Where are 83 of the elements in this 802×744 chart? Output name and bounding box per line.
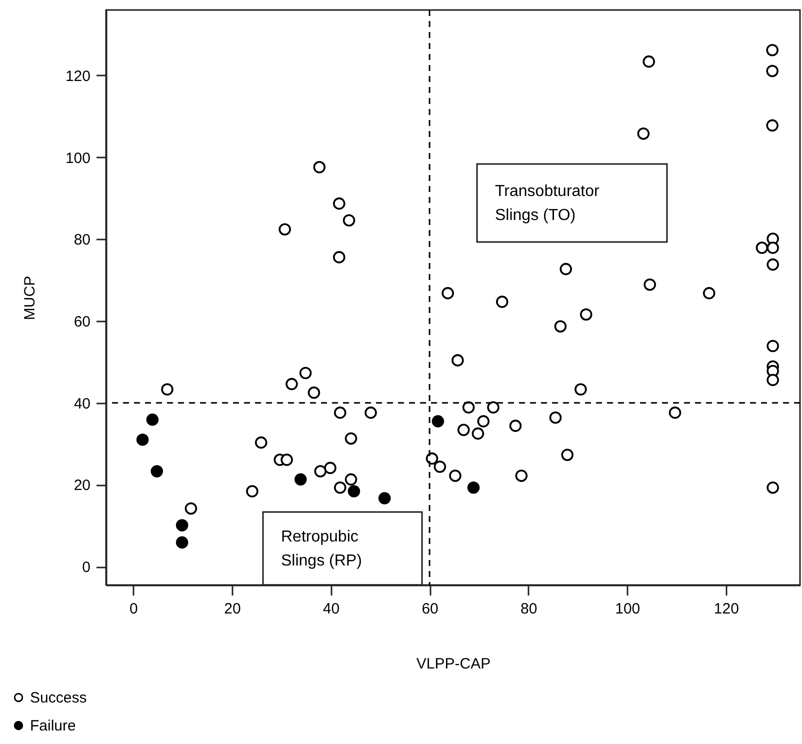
point bbox=[766, 242, 779, 254]
point bbox=[487, 401, 500, 414]
point bbox=[496, 296, 508, 308]
point bbox=[574, 383, 587, 396]
point bbox=[766, 481, 779, 494]
annotation: Retropubic Slings (RP) bbox=[281, 528, 362, 570]
point bbox=[766, 44, 778, 56]
point bbox=[467, 481, 480, 494]
point bbox=[333, 251, 346, 264]
point bbox=[515, 470, 528, 482]
point bbox=[150, 465, 164, 478]
y-tick-label: 120 bbox=[65, 68, 90, 85]
point bbox=[766, 119, 778, 132]
point bbox=[184, 502, 198, 515]
point bbox=[364, 406, 377, 419]
point bbox=[432, 415, 444, 428]
point bbox=[426, 452, 438, 465]
point bbox=[334, 406, 346, 419]
y-tick-label: 40 bbox=[74, 395, 90, 412]
point bbox=[434, 460, 446, 473]
y-tick-label: 100 bbox=[65, 150, 90, 167]
legend-label: Failure bbox=[30, 718, 76, 734]
point bbox=[254, 436, 268, 449]
point bbox=[334, 481, 346, 494]
x-tick-label: 40 bbox=[322, 600, 340, 618]
point bbox=[561, 448, 574, 461]
legend-label: Success bbox=[30, 690, 87, 706]
point bbox=[344, 432, 358, 445]
point bbox=[509, 420, 522, 432]
point bbox=[756, 242, 768, 254]
point bbox=[136, 434, 149, 446]
point bbox=[286, 378, 298, 390]
point bbox=[176, 536, 188, 549]
point bbox=[766, 258, 779, 271]
point bbox=[278, 223, 291, 236]
x-tick-label: 0 bbox=[129, 600, 138, 618]
point bbox=[637, 127, 650, 140]
point bbox=[766, 64, 778, 78]
point bbox=[560, 262, 572, 276]
point bbox=[766, 340, 779, 352]
point bbox=[280, 454, 293, 466]
point bbox=[294, 473, 307, 486]
point bbox=[549, 411, 562, 424]
point bbox=[668, 406, 682, 419]
y-axis-title: MUCP bbox=[21, 276, 38, 320]
point bbox=[477, 415, 490, 428]
point bbox=[554, 320, 567, 332]
x-tick-label: 20 bbox=[224, 600, 241, 618]
point bbox=[442, 287, 454, 300]
y-tick-label: 60 bbox=[74, 314, 90, 331]
point bbox=[452, 354, 464, 366]
point bbox=[344, 473, 358, 486]
y-tick-label: 80 bbox=[74, 232, 90, 249]
x-tick-label: 120 bbox=[714, 600, 739, 618]
point bbox=[642, 55, 655, 68]
point bbox=[246, 485, 258, 498]
point bbox=[378, 492, 391, 504]
point bbox=[766, 374, 779, 386]
point bbox=[324, 462, 336, 474]
annotation: Transobturator Slings (TO) bbox=[495, 183, 600, 224]
point bbox=[314, 465, 327, 478]
x-tick-label: 100 bbox=[615, 600, 640, 618]
point bbox=[449, 470, 462, 482]
y-tick-label: 20 bbox=[74, 477, 90, 494]
point bbox=[308, 386, 320, 399]
point bbox=[161, 383, 174, 396]
point bbox=[472, 427, 484, 440]
point bbox=[462, 401, 475, 414]
y-tick-label: 0 bbox=[82, 559, 90, 576]
point bbox=[313, 161, 326, 174]
point bbox=[299, 366, 312, 380]
point bbox=[333, 197, 346, 210]
point bbox=[644, 278, 656, 291]
point bbox=[176, 519, 188, 532]
point bbox=[702, 287, 716, 300]
point bbox=[342, 214, 356, 226]
x-tick-label: 60 bbox=[422, 600, 438, 618]
point bbox=[348, 485, 360, 498]
point bbox=[457, 424, 470, 436]
point bbox=[580, 308, 592, 321]
x-axis-title: VLPP-CAP bbox=[416, 656, 491, 672]
point bbox=[146, 414, 159, 426]
x-tick-label: 80 bbox=[520, 600, 538, 618]
